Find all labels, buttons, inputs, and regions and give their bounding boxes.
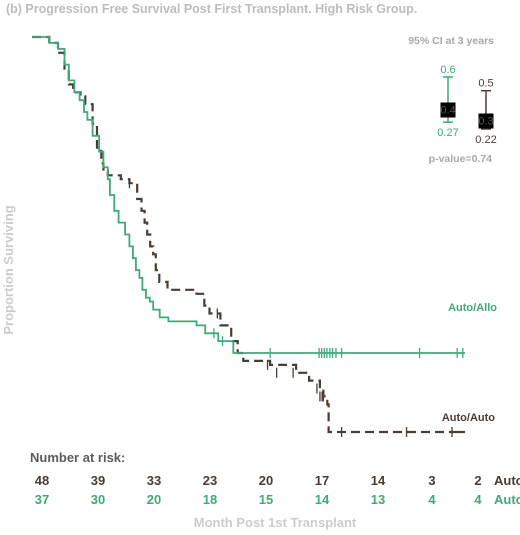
ci-lower-label-auto-allo: 0.27 [437, 127, 458, 139]
curve-auto-allo [32, 36, 465, 354]
risk-count-auto-auto: 48 [35, 473, 49, 488]
risk-count-auto-auto: 3 [428, 473, 435, 488]
risk-count-auto-allo: 13 [371, 492, 385, 507]
ci-lower-label-auto-auto: 0.22 [475, 134, 496, 146]
ci-point-label-auto-auto: 0.3 [478, 116, 493, 128]
risk-table: Number at risk: 48 39 33 23 20 17 14 3 2 Auto/Aut… [30, 450, 520, 507]
risk-count-auto-allo: 4 [428, 492, 436, 507]
risk-count-auto-auto: 14 [371, 473, 386, 488]
risk-row-label-auto-allo: Auto/Allo [494, 492, 520, 507]
plot-area: Auto/Allo Auto/Auto [32, 35, 497, 437]
risk-row-label-auto-auto: Auto/Auto [494, 473, 520, 488]
risk-count-auto-auto: 33 [147, 473, 161, 488]
ci-upper-label-auto-allo: 0.6 [440, 64, 455, 76]
risk-count-auto-allo: 14 [315, 492, 330, 507]
risk-count-auto-allo: 30 [91, 492, 105, 507]
ci-panel-title: 95% CI at 3 years [408, 35, 494, 47]
ci-point-auto-allo [440, 102, 456, 118]
p-value: p-value=0.74 [429, 153, 492, 165]
ci-point-label-auto-allo: 0.4 [440, 105, 455, 117]
ci-panel: 95% CI at 3 years 0.4 0.6 0.27 0.3 0.5 0.22 p… [408, 35, 497, 165]
ci-upper-label-auto-auto: 0.5 [478, 78, 493, 90]
x-axis-label: Month Post 1st Transplant [194, 515, 357, 530]
risk-count-auto-allo: 20 [147, 492, 161, 507]
risk-count-auto-allo: 4 [474, 492, 482, 507]
y-axis-label: Proportion Surviving [1, 205, 16, 334]
ci-point-auto-auto [478, 113, 494, 129]
risk-count-auto-auto: 20 [259, 473, 273, 488]
risk-count-auto-allo: 15 [259, 492, 273, 507]
curve-label-auto-allo: Auto/Allo [448, 302, 497, 314]
curve-label-auto-auto: Auto/Auto [442, 412, 495, 424]
risk-count-auto-allo: 37 [35, 492, 49, 507]
risk-table-header: Number at risk: [30, 450, 125, 465]
risk-count-auto-auto: 2 [474, 473, 481, 488]
risk-count-auto-auto: 23 [203, 473, 217, 488]
risk-count-auto-auto: 39 [91, 473, 105, 488]
risk-count-auto-auto: 17 [315, 473, 329, 488]
chart-title: (b) Progression Free Survival Post First… [6, 2, 417, 16]
curve-auto-auto [32, 35, 465, 434]
risk-count-auto-allo: 18 [203, 492, 217, 507]
